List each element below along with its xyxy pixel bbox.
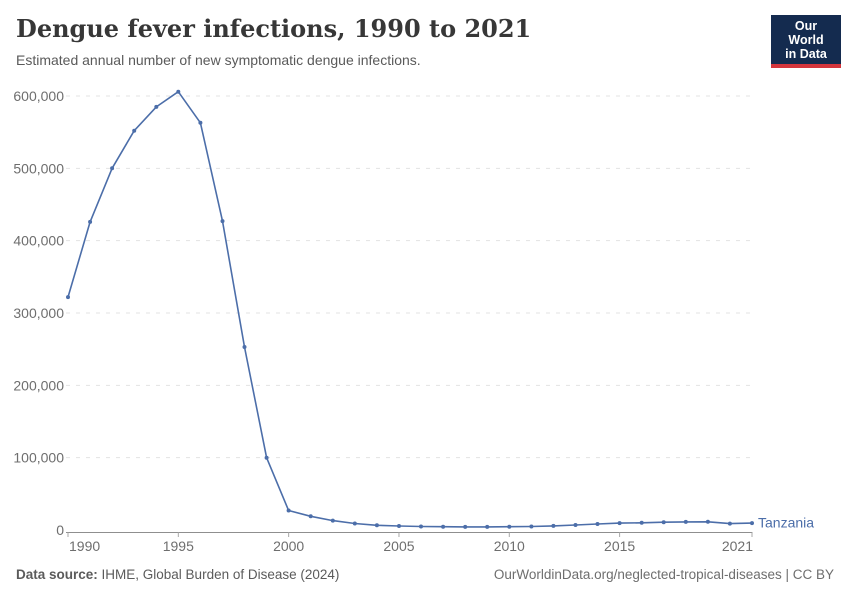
x-tick-label: 2005 (383, 538, 414, 554)
data-source-text: IHME, Global Burden of Disease (2024) (97, 567, 340, 582)
page-title: Dengue fever infections, 1990 to 2021 (16, 14, 532, 43)
data-point[interactable] (485, 524, 490, 529)
data-point[interactable] (66, 295, 70, 300)
data-point[interactable] (683, 519, 688, 524)
data-point[interactable] (308, 514, 313, 519)
credit-link[interactable]: OurWorldinData.org/neglected-tropical-di… (493, 567, 834, 582)
data-point[interactable] (176, 89, 181, 94)
data-point[interactable] (705, 519, 710, 524)
data-point[interactable] (286, 508, 291, 513)
data-point[interactable] (617, 521, 622, 526)
data-point[interactable] (330, 518, 335, 523)
x-tick-label: 2000 (273, 538, 304, 554)
y-tick-label: 100,000 (13, 450, 64, 466)
data-point[interactable] (352, 521, 357, 526)
chart-footer: Data source: IHME, Global Burden of Dise… (16, 567, 834, 582)
data-point[interactable] (88, 219, 93, 224)
x-tick-label: 2015 (604, 538, 635, 554)
data-point[interactable] (551, 523, 556, 528)
data-point[interactable] (242, 345, 247, 349)
data-point[interactable] (264, 455, 269, 460)
data-point[interactable] (220, 219, 225, 224)
data-source: Data source: IHME, Global Burden of Dise… (16, 567, 339, 582)
data-point[interactable] (463, 524, 468, 529)
x-tick-label: 1990 (69, 538, 100, 554)
y-tick-label: 300,000 (13, 305, 64, 321)
data-point[interactable] (198, 120, 203, 125)
data-point[interactable] (750, 521, 754, 526)
data-point[interactable] (132, 128, 137, 133)
data-point[interactable] (374, 523, 379, 528)
data-point[interactable] (595, 522, 600, 526)
y-tick-label: 400,000 (13, 233, 64, 249)
data-point[interactable] (154, 104, 159, 109)
owid-logo-line1: Our World (788, 19, 824, 47)
y-tick-label: 0 (56, 522, 64, 538)
data-point[interactable] (419, 524, 423, 529)
data-point[interactable] (529, 524, 534, 529)
x-tick-label: 1995 (163, 538, 194, 554)
data-point[interactable] (661, 520, 666, 525)
data-point[interactable] (639, 520, 644, 525)
data-point[interactable] (727, 521, 732, 526)
y-tick-label: 600,000 (13, 88, 64, 104)
y-tick-label: 200,000 (13, 377, 64, 393)
data-source-label: Data source: (16, 567, 98, 582)
data-point[interactable] (573, 523, 578, 527)
chart-subtitle: Estimated annual number of new symptomat… (16, 52, 421, 68)
series-label: Tanzania (758, 515, 814, 531)
x-tick-label: 2021 (722, 538, 753, 554)
y-tick-label: 500,000 (13, 160, 64, 176)
trend-line (67, 90, 753, 528)
data-point[interactable] (397, 524, 401, 528)
data-point[interactable] (441, 524, 446, 529)
data-point[interactable] (110, 166, 115, 171)
x-tick-label: 2010 (494, 538, 525, 554)
owid-logo-line2: in Data (785, 47, 827, 61)
owid-logo: Our World in Data (771, 15, 841, 68)
data-point[interactable] (507, 524, 512, 529)
